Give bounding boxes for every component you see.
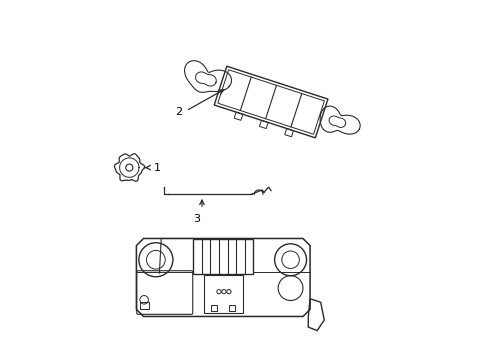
Text: 3: 3 xyxy=(193,215,200,224)
Text: 1: 1 xyxy=(154,163,161,172)
Text: 2: 2 xyxy=(174,107,182,117)
